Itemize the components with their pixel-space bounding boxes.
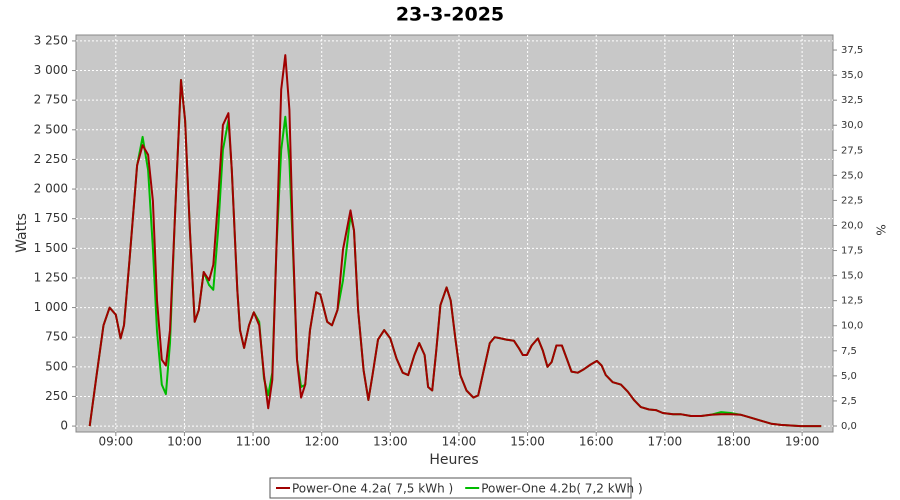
- y-tick-label: 2 500: [34, 122, 68, 136]
- y2-tick-label: 25,0: [841, 170, 863, 181]
- y-tick-label: 2 000: [34, 182, 68, 196]
- y2-tick-label: 5,0: [841, 371, 857, 382]
- y2-tick-label: 37,5: [841, 45, 863, 56]
- y-axis-label: Watts: [14, 213, 30, 253]
- y-tick-label: 1 250: [34, 270, 68, 284]
- y2-tick-label: 30,0: [841, 120, 863, 131]
- y2-tick-label: 15,0: [841, 271, 863, 282]
- x-tick-label: 15:00: [510, 435, 545, 449]
- x-tick-label: 16:00: [579, 435, 614, 449]
- y2-axis-label: %: [874, 224, 888, 235]
- y-tick-label: 500: [45, 359, 68, 373]
- y2-tick-label: 17,5: [841, 246, 863, 257]
- y-tick-label: 750: [45, 330, 68, 344]
- legend-label: Power-One 4.2b( 7,2 kWh ): [481, 482, 642, 496]
- y2-tick-label: 2,5: [841, 396, 857, 407]
- y2-tick-label: 0,0: [841, 421, 857, 432]
- x-tick-label: 14:00: [442, 435, 477, 449]
- x-tick-label: 10:00: [167, 435, 202, 449]
- y2-tick-label: 35,0: [841, 70, 863, 81]
- series-line: [88, 54, 822, 428]
- y2-tick-label: 7,5: [841, 346, 857, 357]
- y2-tick-label: 10,0: [841, 321, 863, 332]
- y-tick-label: 1 500: [34, 241, 68, 255]
- y-tick-label: 0: [60, 419, 68, 433]
- y2-tick-label: 12,5: [841, 296, 863, 307]
- x-tick-label: 19:00: [785, 435, 820, 449]
- x-axis-label: Heures: [429, 452, 478, 468]
- y-tick-label: 1 750: [34, 211, 68, 225]
- y-tick-label: 3 250: [34, 33, 68, 47]
- y-tick-label: 250: [45, 389, 68, 403]
- x-tick-label: 17:00: [648, 435, 683, 449]
- x-tick-label: 12:00: [304, 435, 339, 449]
- y2-tick-label: 32,5: [841, 95, 863, 106]
- chart-title: 23-3-2025: [396, 4, 504, 26]
- y-tick-label: 3 000: [34, 63, 68, 77]
- y-tick-label: 1 000: [34, 300, 68, 314]
- x-tick-label: 11:00: [236, 435, 271, 449]
- y2-tick-label: 27,5: [841, 145, 863, 156]
- plot-area: [75, 34, 834, 433]
- x-tick-label: 09:00: [99, 435, 134, 449]
- x-tick-label: 18:00: [716, 435, 751, 449]
- legend-label: Power-One 4.2a( 7,5 kWh ): [292, 482, 453, 496]
- y2-tick-label: 22,5: [841, 195, 863, 206]
- x-tick-label: 13:00: [373, 435, 408, 449]
- legend: [269, 477, 632, 499]
- y-tick-label: 2 250: [34, 152, 68, 166]
- y2-tick-label: 20,0: [841, 220, 863, 231]
- y-tick-label: 2 750: [34, 93, 68, 107]
